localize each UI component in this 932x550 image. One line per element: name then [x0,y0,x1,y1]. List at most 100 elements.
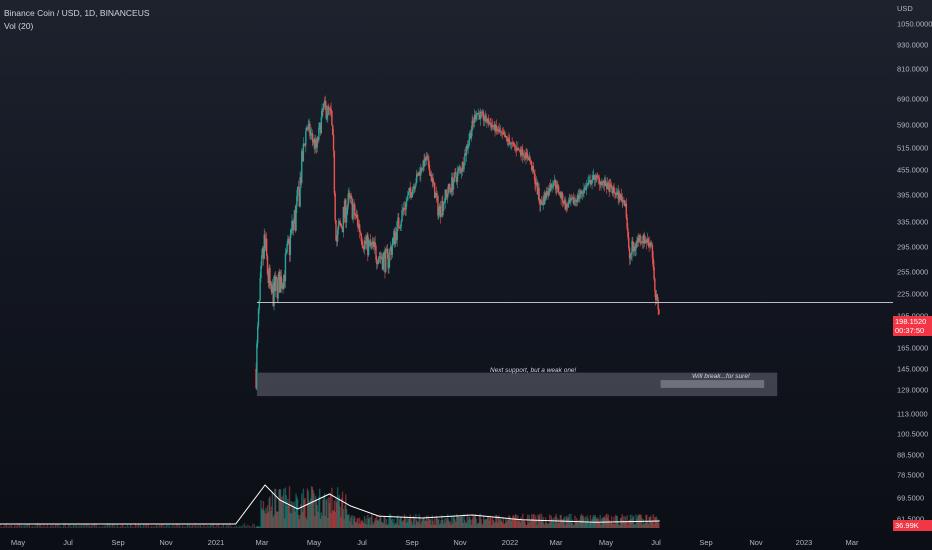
candle-body [476,113,478,116]
volume-indicator-label[interactable]: Vol (20) [4,21,34,31]
volume-bar [515,515,517,528]
candle-body [554,180,557,187]
time-axis[interactable]: May Jul Sep Nov 2021 Mar May Jul Sep Nov 2022 Mar Ma… [0,534,893,550]
candle-body [464,153,467,156]
candle-body [435,193,438,197]
volume-bar [262,500,265,528]
break-annotation[interactable]: Will break...for sure! [692,373,750,380]
candle-body [648,242,650,247]
candle-body [416,173,418,183]
candle-body [430,174,433,182]
volume-bar [620,517,623,528]
candle-body [473,122,475,123]
candle-body [305,127,308,131]
candle-body [644,240,646,244]
volume-bar [10,525,13,528]
volume-bar [610,521,612,528]
candle-body [314,139,316,149]
volume-bar [152,526,154,528]
candle-body [260,265,262,278]
candle-body [257,326,259,344]
volume-bar [341,498,343,528]
candle-body [439,205,442,217]
volume-bar [323,493,326,528]
volume-bar [180,526,182,528]
volume-bar [443,518,446,528]
volume-bar [556,517,558,528]
volume-bar [430,524,433,528]
candle-body [303,143,305,145]
volume-bar [97,526,99,528]
candle-body [468,139,470,145]
volume-bar [306,488,309,528]
volume-bar [473,515,476,528]
volume-bar [562,519,564,528]
volume-bar [265,514,268,528]
candle-body [378,256,380,259]
candle-body [315,140,318,148]
volume-bar [260,500,262,528]
candle-body [313,139,315,143]
volume-bar [339,506,341,528]
volume-bar [451,523,454,528]
candle-body [438,205,441,212]
volume-bar [107,523,109,528]
volume-bar [539,513,541,528]
price-tick: 455.0000 [897,165,929,175]
volume-bar [338,495,340,528]
candle-body [376,259,378,265]
volume-bar [455,514,458,528]
volume-bar [597,519,600,528]
candle-body [417,173,420,176]
volume-bar [585,522,588,528]
volume-bar [391,518,393,528]
candle-body [420,167,423,171]
volume-bar [261,509,264,528]
candle-body [539,200,542,205]
candle-body [517,147,519,151]
candle-body [292,221,295,231]
volume-bar [33,526,35,528]
volume-bar [418,514,420,528]
volume-bar [491,525,493,528]
candle-body [579,190,582,195]
volume-bar [447,514,449,528]
candle-body [489,123,491,124]
volume-bar [394,522,397,528]
candle-body [291,220,293,230]
candle-body [405,201,407,210]
volume-bar [219,526,221,528]
candle-body [626,217,628,229]
candle-body [640,241,642,243]
support-annotation[interactable]: Next support, but a weak one! [490,367,577,374]
price-axis[interactable]: USD 1050.0000 930.0000 810.0000 690.0000 590… [893,0,932,536]
volume-bar [337,499,340,528]
symbol-title[interactable]: Binance Coin / USD, 1D, BINANCEUS [4,8,150,18]
volume-bar [618,524,620,528]
volume-bar [329,493,331,528]
volume-bar [453,515,455,528]
volume-bar [313,493,315,528]
volume-bar [311,486,314,528]
volume-bar [535,515,537,528]
candle-body [300,177,302,184]
volume-bar [118,526,120,528]
volume-bar [330,513,332,528]
candle-body [310,133,312,136]
candle-body [450,188,452,193]
candle-body [486,118,489,123]
volume-bar [30,526,32,528]
candle-body [363,247,365,250]
volume-bar [253,524,256,528]
volume-bar [128,526,130,528]
candle-body [257,308,260,327]
candle-body [351,199,354,219]
candle-body [448,183,451,188]
volume-bar [482,524,484,528]
candle-body [467,144,469,149]
candle-body [309,123,311,136]
volume-bar [627,524,629,528]
candle-body [272,285,274,306]
volume-bar [36,523,39,528]
